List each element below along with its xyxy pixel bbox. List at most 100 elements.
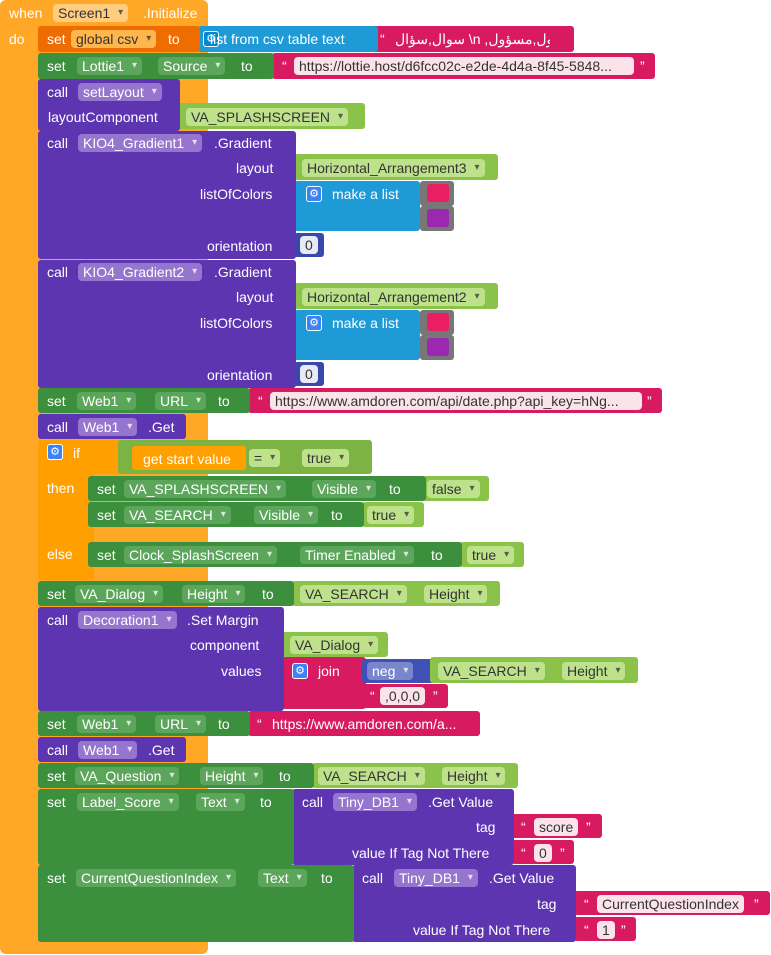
score-default-field[interactable]: 0	[534, 844, 552, 862]
set-web1-url-block[interactable]	[38, 711, 250, 736]
web1-dropdown[interactable]: Web1	[77, 715, 137, 733]
default-value-param: value If Tag Not There	[413, 922, 551, 938]
quote-open-icon: “	[584, 922, 589, 938]
margin-string-field[interactable]: ,0,0,0	[380, 687, 426, 705]
orientation-param: orientation	[207, 367, 273, 383]
va-question-dropdown[interactable]: VA_Question	[75, 767, 180, 785]
va-splashscreen-dropdown[interactable]: VA_SPLASHSCREEN	[186, 108, 349, 126]
orientation-value[interactable]: 0	[300, 365, 318, 383]
call-keyword: call	[47, 84, 69, 100]
to-keyword: to	[218, 716, 230, 732]
web1-dropdown[interactable]: Web1	[78, 741, 138, 759]
set-lottie-source-block[interactable]	[38, 53, 274, 79]
default-value-param: value If Tag Not There	[352, 845, 490, 861]
va-dialog-dropdown[interactable]: VA_Dialog	[290, 636, 379, 654]
layout-param: layout	[236, 160, 274, 176]
gear-icon[interactable]: ⚙	[47, 444, 63, 460]
to-keyword: to	[168, 31, 180, 47]
url-property-dropdown[interactable]: URL	[155, 392, 207, 410]
current-question-index-dropdown[interactable]: CurrentQuestionIndex	[76, 869, 236, 887]
get-value-method-label: .Get Value	[428, 794, 494, 810]
tiny-db1-dropdown[interactable]: Tiny_DB1	[333, 793, 417, 811]
height-property-dropdown[interactable]: Height	[200, 767, 264, 785]
va-dialog-dropdown[interactable]: VA_Dialog	[75, 585, 164, 603]
set-keyword: set	[97, 481, 116, 497]
timer-enabled-dropdown[interactable]: Timer Enabled	[300, 546, 414, 564]
va-search-dropdown[interactable]: VA_SEARCH	[438, 662, 545, 680]
va-search-dropdown[interactable]: VA_SEARCH	[124, 506, 231, 524]
to-keyword: to	[279, 768, 291, 784]
va-search-dropdown[interactable]: VA_SEARCH	[300, 585, 407, 603]
quote-close-icon: ”	[586, 819, 591, 835]
csv-string-block[interactable]	[374, 26, 574, 52]
join-label: join	[318, 663, 340, 679]
color-swatch-pink[interactable]	[427, 313, 449, 331]
url-property-dropdown[interactable]: URL	[155, 715, 207, 733]
va-search-dropdown[interactable]: VA_SEARCH	[318, 767, 425, 785]
va-splashscreen-dropdown[interactable]: VA_SPLASHSCREEN	[124, 480, 287, 498]
short-url-field[interactable]: https://www.amdoren.com/a...	[272, 716, 457, 732]
set-keyword: set	[97, 507, 116, 523]
horizontal-arrangement2-dropdown[interactable]: Horizontal_Arrangement2	[302, 288, 485, 306]
set-keyword: set	[47, 393, 66, 409]
true-boolean-dropdown[interactable]: true	[302, 449, 350, 467]
tag-param: tag	[537, 896, 557, 912]
set-web1-url-block[interactable]	[38, 388, 250, 413]
kio4-gradient1-call-block[interactable]	[38, 131, 296, 259]
gear-icon[interactable]: ⚙	[306, 315, 322, 331]
to-keyword: to	[331, 507, 343, 523]
label-score-dropdown[interactable]: Label_Score	[77, 793, 179, 811]
false-dropdown[interactable]: false	[427, 480, 480, 498]
height-property-dropdown[interactable]: Height	[182, 585, 246, 603]
gear-icon[interactable]: ⚙	[306, 186, 322, 202]
web1-dropdown[interactable]: Web1	[78, 418, 138, 436]
color-swatch-purple[interactable]	[427, 338, 449, 356]
horizontal-arrangement3-dropdown[interactable]: Horizontal_Arrangement3	[302, 159, 485, 177]
true-dropdown[interactable]: true	[467, 546, 515, 564]
height-property-dropdown[interactable]: Height	[562, 662, 626, 680]
question-index-default-field[interactable]: 1	[597, 921, 615, 939]
neg-operator-dropdown[interactable]: neg	[367, 662, 414, 680]
height-property-dropdown[interactable]: Height	[424, 585, 488, 603]
csv-string-field[interactable]: سوال,سؤال \n ,مسول,مسؤول...	[395, 31, 550, 47]
text-property-dropdown[interactable]: Text	[196, 793, 245, 811]
get-method-label: .Get	[148, 419, 175, 435]
question-index-tag-field[interactable]: CurrentQuestionIndex	[597, 895, 744, 913]
quote-open-icon: “	[521, 845, 526, 861]
procedure-dropdown[interactable]: setLayout	[78, 83, 162, 101]
color-swatch-purple[interactable]	[427, 209, 449, 227]
api-url-field[interactable]: https://www.amdoren.com/api/date.php?api…	[270, 392, 642, 410]
quote-close-icon: ”	[754, 896, 759, 912]
call-keyword: call	[362, 870, 384, 886]
text-property-dropdown[interactable]: Text	[258, 869, 307, 887]
short-url-string-block[interactable]	[248, 711, 480, 736]
kio4-gradient2-dropdown[interactable]: KIO4_Gradient2	[78, 263, 203, 281]
kio4-gradient1-dropdown[interactable]: KIO4_Gradient1	[78, 134, 203, 152]
quote-close-icon: ”	[647, 393, 652, 409]
kio4-gradient2-call-block[interactable]	[38, 260, 296, 388]
screen-dropdown[interactable]: Screen1	[53, 4, 129, 22]
component-dropdown[interactable]: Lottie1	[77, 57, 143, 75]
global-var-dropdown[interactable]: global csv	[71, 30, 157, 48]
visible-property-dropdown[interactable]: Visible	[312, 480, 376, 498]
property-dropdown[interactable]: Source	[158, 57, 226, 75]
gear-icon[interactable]: ⚙	[292, 663, 308, 679]
get-start-value-block[interactable]	[132, 446, 246, 470]
web1-dropdown[interactable]: Web1	[77, 392, 137, 410]
height-property-dropdown[interactable]: Height	[442, 767, 506, 785]
color-swatch-pink[interactable]	[427, 184, 449, 202]
tiny-db1-dropdown[interactable]: Tiny_DB1	[394, 869, 478, 887]
equals-operator-dropdown[interactable]: =	[249, 449, 281, 467]
decoration1-dropdown[interactable]: Decoration1	[78, 611, 177, 629]
lottie-url-field[interactable]: https://lottie.host/d6fcc02c-e2de-4d4a-8…	[294, 57, 634, 75]
else-keyword: else	[47, 546, 73, 562]
orientation-value[interactable]: 0	[300, 236, 318, 254]
call-keyword: call	[47, 612, 69, 628]
visible-property-dropdown[interactable]: Visible	[254, 506, 318, 524]
get-value-method-label: .Get Value	[489, 870, 555, 886]
score-tag-field[interactable]: score	[534, 818, 579, 836]
true-dropdown[interactable]: true	[367, 506, 415, 524]
list-from-csv-block[interactable]	[198, 26, 378, 52]
get-start-value-label: get start value	[143, 451, 231, 467]
clock-splashscreen-dropdown[interactable]: Clock_SplashScreen	[124, 546, 277, 564]
